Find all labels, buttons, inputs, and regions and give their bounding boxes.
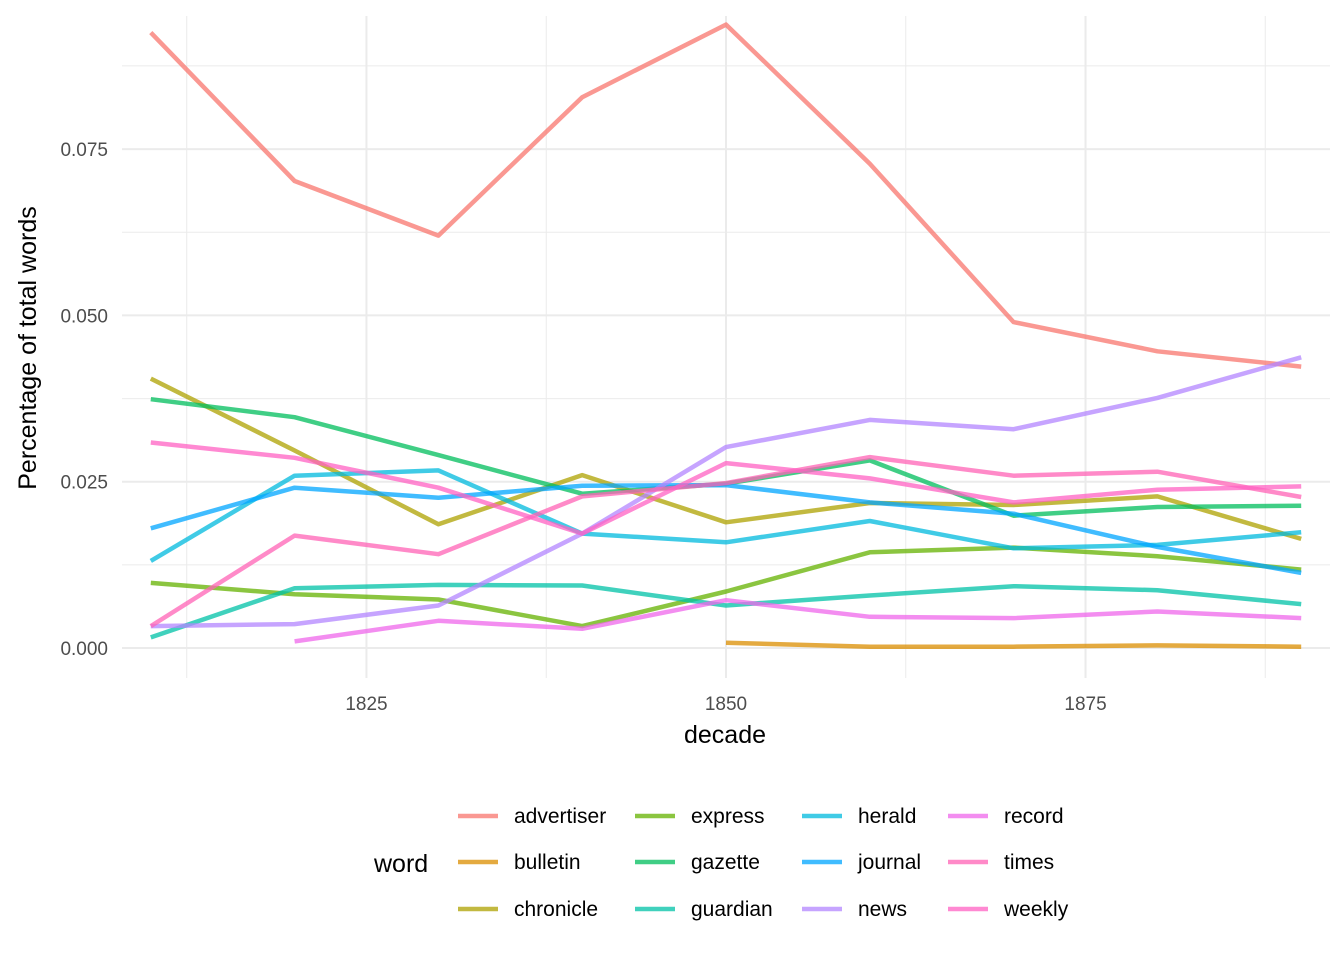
x-tick-label: 1875 [1064,694,1106,715]
series-line-bulletin [725,640,1302,649]
legend: word advertiser bulletin chronicle express g… [373,805,1069,921]
series-line-times [149,454,1302,629]
legend-label-news: news [858,898,907,921]
legend-label-record: record [1004,805,1064,828]
legend-label-bulletin: bulletin [514,851,581,874]
y-tick-label: 0.075 [60,140,108,161]
series-line-advertiser [149,22,1302,369]
major-gridlines [122,16,1330,678]
y-tick-label: 0.025 [60,473,108,494]
legend-label-journal: journal [857,851,921,874]
x-axis-tick-labels: 1825 1850 1875 [345,694,1106,715]
y-tick-label: 0.000 [60,639,108,660]
series-line-express [150,545,1302,629]
legend-title: word [373,850,428,878]
x-axis-title: decade [684,721,766,749]
series-line-herald [149,468,1302,563]
legend-label-gazette: gazette [691,851,760,874]
legend-label-chronicle: chronicle [514,898,598,921]
y-axis-tick-labels: 0.000 0.025 0.050 0.075 [60,140,108,660]
series-line-guardian [150,582,1302,640]
y-axis-title: Percentage of total words [14,206,42,490]
series-line-news [150,355,1302,629]
legend-label-advertiser: advertiser [514,805,606,828]
legend-label-herald: herald [858,805,916,828]
series-lines [149,22,1302,649]
x-tick-label: 1825 [345,694,387,715]
series-line-record [294,597,1302,644]
x-tick-label: 1850 [705,694,747,715]
y-tick-label: 0.050 [60,306,108,327]
series-line-weekly [150,440,1302,536]
legend-label-express: express [691,805,765,828]
legend-label-times: times [1004,851,1054,874]
legend-label-weekly: weekly [1003,898,1069,921]
legend-label-guardian: guardian [691,898,773,921]
